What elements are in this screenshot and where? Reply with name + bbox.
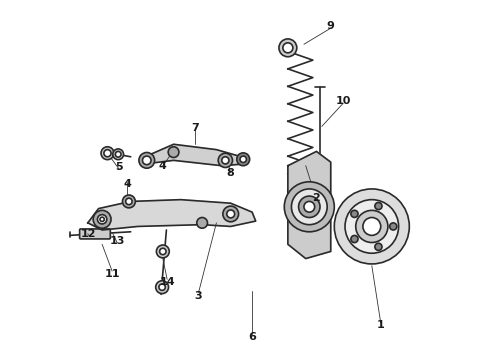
Circle shape	[279, 39, 297, 57]
Circle shape	[351, 235, 358, 243]
Circle shape	[223, 206, 239, 222]
Text: 8: 8	[227, 168, 235, 178]
Circle shape	[237, 153, 249, 166]
Polygon shape	[88, 200, 256, 230]
Text: 6: 6	[248, 332, 256, 342]
Circle shape	[240, 156, 246, 162]
Text: 1: 1	[377, 320, 385, 330]
Circle shape	[227, 210, 235, 218]
Text: 11: 11	[104, 269, 120, 279]
Text: 13: 13	[109, 237, 125, 247]
Circle shape	[284, 182, 334, 232]
Circle shape	[101, 147, 114, 159]
Circle shape	[159, 284, 165, 291]
Text: 14: 14	[159, 277, 175, 287]
FancyBboxPatch shape	[79, 229, 110, 239]
Polygon shape	[288, 152, 331, 258]
Circle shape	[168, 147, 179, 157]
Circle shape	[309, 211, 317, 220]
Circle shape	[156, 245, 169, 258]
Circle shape	[305, 208, 321, 224]
Circle shape	[363, 217, 381, 235]
Polygon shape	[145, 144, 245, 166]
Circle shape	[104, 150, 111, 157]
Circle shape	[298, 196, 320, 217]
Circle shape	[345, 200, 398, 253]
Text: 3: 3	[195, 291, 202, 301]
Circle shape	[113, 149, 123, 159]
Circle shape	[156, 281, 169, 294]
Text: 12: 12	[81, 229, 97, 239]
Circle shape	[351, 210, 358, 217]
Circle shape	[356, 210, 388, 243]
Circle shape	[283, 43, 293, 53]
Text: 10: 10	[336, 96, 351, 107]
Circle shape	[334, 189, 409, 264]
Circle shape	[304, 202, 315, 212]
Circle shape	[139, 153, 155, 168]
Circle shape	[375, 243, 382, 251]
Text: 4: 4	[159, 161, 167, 171]
Circle shape	[126, 198, 132, 204]
Circle shape	[122, 195, 135, 208]
Circle shape	[292, 189, 327, 225]
Text: 5: 5	[116, 162, 123, 172]
Text: 7: 7	[191, 123, 199, 133]
Circle shape	[218, 153, 232, 167]
Circle shape	[100, 217, 104, 221]
Circle shape	[160, 248, 166, 255]
Circle shape	[197, 217, 207, 228]
Circle shape	[115, 152, 121, 157]
Text: 9: 9	[327, 21, 335, 31]
Text: 2: 2	[313, 193, 320, 203]
Circle shape	[375, 202, 382, 210]
Circle shape	[143, 156, 151, 165]
Circle shape	[222, 157, 229, 164]
Circle shape	[390, 223, 397, 230]
Circle shape	[93, 210, 111, 228]
Text: 4: 4	[123, 179, 131, 189]
Circle shape	[98, 215, 107, 224]
